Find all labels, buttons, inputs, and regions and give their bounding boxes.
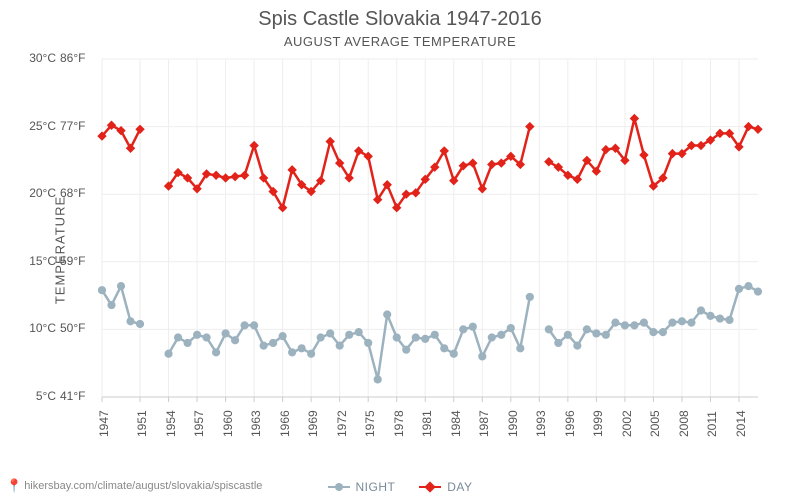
xtick: 1947 [97, 410, 111, 437]
xtick: 1969 [306, 410, 320, 437]
xtick: 1972 [335, 410, 349, 437]
xtick: 1957 [192, 410, 206, 437]
ytick-f: 59°F [60, 254, 85, 268]
ytick-c: 15°C [16, 254, 56, 268]
xtick: 1966 [278, 410, 292, 437]
xtick: 1951 [135, 410, 149, 437]
xtick: 1954 [164, 410, 178, 437]
plot-svg [90, 55, 770, 425]
ytick-f: 68°F [60, 186, 85, 200]
plot-area [90, 55, 770, 425]
xtick: 1999 [591, 410, 605, 437]
xtick: 1981 [420, 410, 434, 437]
y-axis-label: TEMPERATURE [53, 196, 68, 304]
xtick: 1984 [449, 410, 463, 437]
xtick: 1987 [477, 410, 491, 437]
ytick-f: 77°F [60, 119, 85, 133]
xtick: 1975 [363, 410, 377, 437]
temperature-chart: Spis Castle Slovakia 1947-2016 AUGUST AV… [0, 0, 800, 500]
attribution-text: hikersbay.com/climate/august/slovakia/sp… [24, 480, 262, 492]
legend-day-label: DAY [447, 480, 472, 494]
ytick-c: 30°C [16, 51, 56, 65]
map-pin-icon: 📍 [6, 478, 22, 494]
ytick-c: 25°C [16, 119, 56, 133]
xtick: 2005 [648, 410, 662, 437]
ytick-f: 50°F [60, 321, 85, 335]
xtick: 2014 [734, 410, 748, 437]
legend-night-label: NIGHT [356, 480, 396, 494]
xtick: 1963 [249, 410, 263, 437]
chart-title: Spis Castle Slovakia 1947-2016 [0, 8, 800, 31]
legend-night: NIGHT [328, 480, 396, 494]
chart-subtitle: AUGUST AVERAGE TEMPERATURE [0, 34, 800, 49]
xtick: 2008 [677, 410, 691, 437]
xtick: 1996 [563, 410, 577, 437]
xtick: 2002 [620, 410, 634, 437]
xtick: 2011 [705, 411, 719, 437]
attribution: 📍 hikersbay.com/climate/august/slovakia/… [6, 478, 262, 494]
ytick-c: 5°C [16, 389, 56, 403]
ytick-f: 86°F [60, 51, 85, 65]
ytick-c: 10°C [16, 321, 56, 335]
xtick: 1990 [506, 410, 520, 437]
xtick: 1960 [221, 410, 235, 437]
xtick: 1978 [392, 410, 406, 437]
legend-day: DAY [419, 480, 472, 494]
xtick: 1993 [534, 410, 548, 437]
ytick-c: 20°C [16, 186, 56, 200]
ytick-f: 41°F [60, 389, 85, 403]
